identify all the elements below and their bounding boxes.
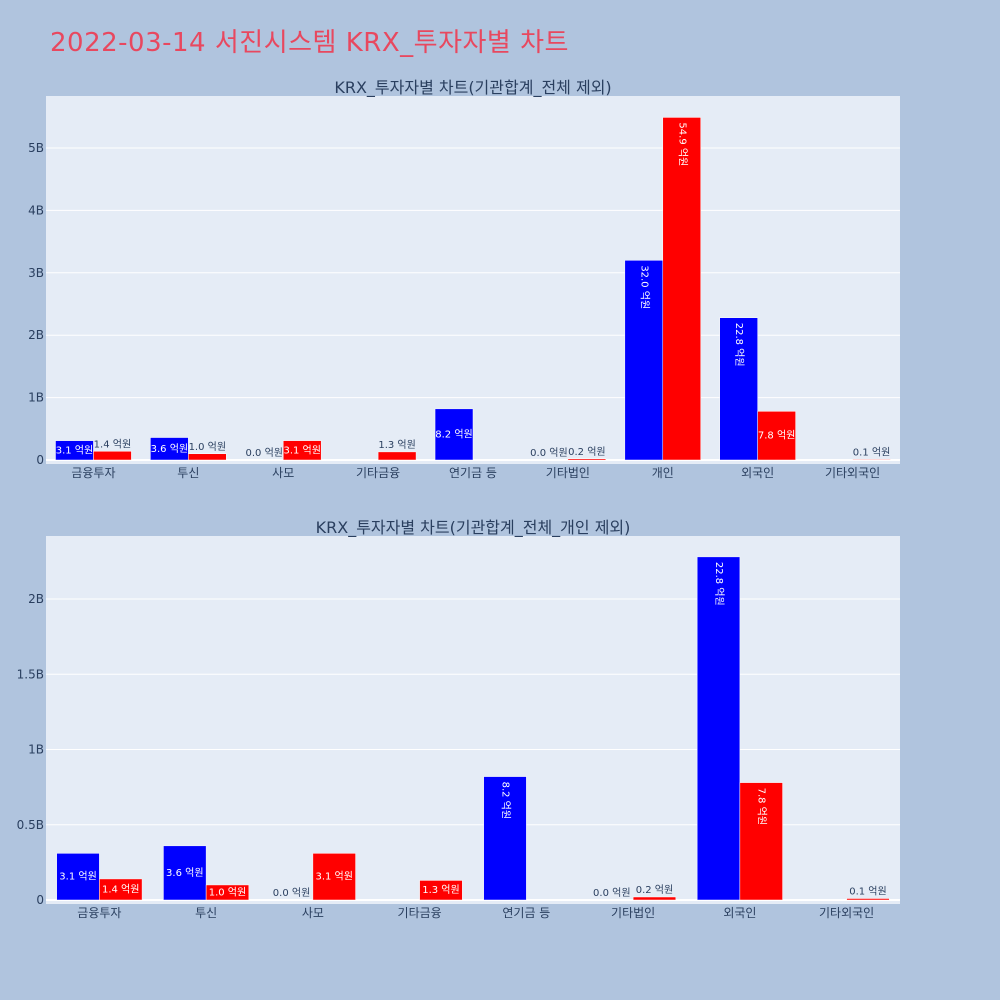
bar	[662, 117, 701, 461]
x-tick-label: 기타외국인	[819, 906, 874, 920]
bar	[312, 853, 356, 901]
data-label: 0.0 억원	[593, 887, 630, 899]
bar	[150, 437, 189, 461]
x-tick-label: 외국인	[741, 466, 774, 480]
chart-bottom: 0 0.5B 1B 1.5B 2B KRX_투자자별 차트(기관합계_전체_개인 제외) 금…	[17, 518, 900, 920]
x-tick-label: 연기금 등	[449, 466, 497, 480]
bar	[205, 884, 250, 901]
bar	[163, 845, 207, 901]
bar	[434, 408, 474, 461]
bar	[739, 782, 783, 901]
data-label: 54.9 억원	[676, 122, 688, 166]
bar	[719, 317, 758, 461]
x-tick-label: 기타법인	[611, 906, 655, 920]
bar	[99, 878, 143, 901]
bar	[93, 451, 132, 461]
y-tick-label: 2B	[28, 592, 44, 606]
data-label: 0.0 억원	[530, 447, 567, 459]
bar	[696, 556, 741, 901]
data-label: 3.6 억원	[151, 443, 188, 455]
y-tick-label: 2B	[28, 328, 44, 342]
y-tick-label: 0	[36, 453, 44, 467]
bar	[56, 853, 100, 901]
data-label: 1.0 억원	[209, 886, 246, 898]
data-label: 8.2 억원	[435, 428, 472, 440]
data-label: 3.1 억원	[59, 871, 96, 883]
chart-title: KRX_투자자별 차트(기관합계_전체 제외)	[334, 78, 611, 98]
x-tick-label: 사모	[302, 906, 324, 920]
bar	[419, 880, 463, 901]
y-tick-label: 0.5B	[17, 818, 44, 832]
x-tick-label: 기타금융	[398, 906, 442, 920]
data-label: 1.4 억원	[94, 438, 131, 450]
x-tick-label: 사모	[272, 466, 294, 480]
x-tick-label: 기타법인	[546, 466, 590, 480]
data-label: 1.0 억원	[189, 441, 226, 453]
data-label: 0.1 억원	[853, 446, 890, 458]
bar	[282, 440, 322, 461]
page-title: 2022-03-14 서진시스템 KRX_투자자별 차트	[50, 28, 569, 58]
bar	[757, 411, 796, 461]
chart-top: 0 1B 2B 3B 4B 5B KRX_투자자별 차트(기관합계_전체 제외) 금융투자 3.…	[28, 78, 900, 480]
bar	[188, 453, 227, 461]
x-tick-label: 투신	[195, 906, 217, 920]
data-label: 3.1 억원	[56, 444, 93, 456]
bar	[567, 458, 607, 461]
bar	[852, 459, 891, 461]
data-label: 0.1 억원	[849, 885, 886, 897]
x-tick-label: 금융투자	[77, 906, 121, 920]
chart-title: KRX_투자자별 차트(기관합계_전체_개인 제외)	[316, 518, 631, 538]
bar	[624, 260, 664, 461]
x-tick-label: 기타외국인	[825, 466, 880, 480]
bar	[55, 440, 94, 461]
x-tick-label: 금융투자	[71, 466, 115, 480]
data-label: 3.1 억원	[283, 444, 320, 456]
data-label: 8.2 억원	[500, 782, 512, 819]
y-tick-label: 3B	[28, 266, 44, 280]
bar	[632, 896, 677, 901]
y-tick-label: 0	[36, 893, 44, 907]
data-label: 0.0 억원	[273, 887, 310, 899]
y-tick-label: 1B	[28, 391, 44, 405]
data-label: 1.3 억원	[422, 884, 459, 896]
data-label: 22.8 억원	[733, 323, 745, 367]
data-label: 7.8 억원	[758, 430, 795, 442]
data-label: 3.6 억원	[166, 867, 203, 879]
x-tick-label: 투신	[177, 466, 199, 480]
data-label: 1.3 억원	[378, 439, 415, 451]
x-tick-label: 외국인	[723, 906, 756, 920]
data-label: 22.8 억원	[713, 562, 725, 606]
x-tick-label: 개인	[652, 466, 674, 480]
bar	[846, 898, 890, 901]
bar	[483, 776, 527, 901]
data-label: 0.2 억원	[568, 446, 605, 458]
data-label: 3.1 억원	[315, 871, 352, 883]
x-tick-label: 연기금 등	[502, 906, 550, 920]
data-label: 7.8 억원	[756, 788, 768, 825]
bar	[377, 451, 417, 461]
y-tick-label: 1.5B	[17, 667, 44, 681]
x-tick-label: 기타금융	[356, 466, 400, 480]
y-tick-label: 4B	[28, 203, 44, 217]
y-tick-label: 5B	[28, 141, 44, 155]
y-tick-label: 1B	[28, 743, 44, 757]
data-label: 1.4 억원	[102, 883, 139, 895]
data-label: 0.0 억원	[246, 447, 283, 459]
data-label: 0.2 억원	[636, 884, 673, 896]
data-label: 32.0 억원	[638, 265, 650, 309]
